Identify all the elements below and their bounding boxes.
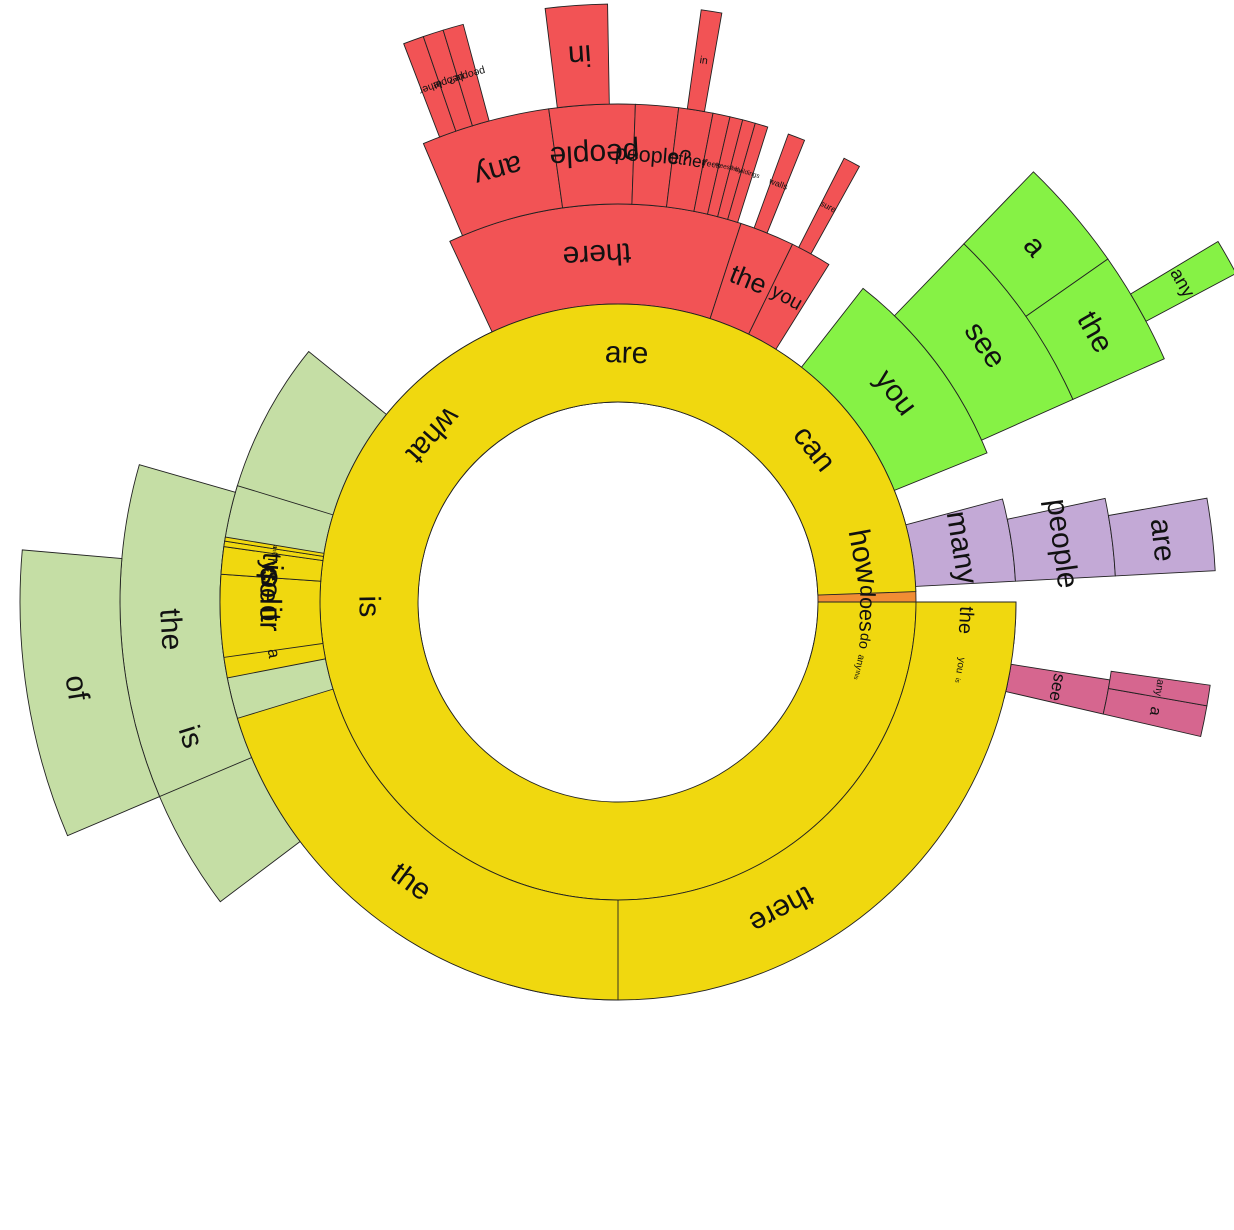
- sunburst-segment-is[interactable]: [319, 303, 917, 901]
- sunburst-label: he: [264, 557, 280, 573]
- sunburst-segment-any[interactable]: [1107, 670, 1211, 707]
- sunburst-segment-in[interactable]: [686, 9, 723, 113]
- sunburst-label: only: [729, 165, 743, 175]
- sunburst-label: it: [253, 606, 287, 623]
- sunburst-label: are: [604, 336, 648, 370]
- sunburst-label: any: [1152, 678, 1167, 697]
- sunburst-segment-buildings[interactable]: [727, 122, 769, 223]
- sunburst-label: is: [953, 677, 961, 684]
- sunburst-label: type: [254, 552, 287, 604]
- sunburst-label: this: [852, 669, 860, 680]
- sunburst-label: a: [271, 545, 278, 550]
- sunburst-segment-of[interactable]: [19, 549, 161, 837]
- sunburst-label: you: [953, 656, 967, 674]
- sunburst-label: is: [254, 563, 289, 587]
- sunburst-label: the: [954, 606, 977, 635]
- sunburst-label: do: [855, 632, 873, 650]
- sunburst-label: trees?: [715, 161, 735, 172]
- sunburst-label: this: [270, 546, 277, 556]
- sunburst-arcs: [19, 3, 1234, 1001]
- sunburst-label: a: [1146, 705, 1164, 717]
- sunburst-label: any: [852, 653, 866, 671]
- sunburst-label: in: [699, 54, 709, 67]
- sunburst-segment-the[interactable]: [1025, 258, 1165, 401]
- sunburst-segment-a[interactable]: [1102, 687, 1208, 738]
- sunburst-label: there: [562, 236, 632, 273]
- sunburst-label: a: [264, 647, 284, 660]
- sunburst-label: does: [854, 585, 879, 632]
- sunburst-segment-sure[interactable]: [798, 157, 861, 255]
- sunburst-segment-walls[interactable]: [753, 133, 806, 234]
- sunburst-segment-the[interactable]: [236, 688, 619, 1001]
- sunburst-label: are: [1144, 517, 1182, 564]
- sunburst-segment-in[interactable]: [544, 3, 610, 109]
- sunburst-label: in: [567, 38, 593, 73]
- sunburst-segment-a[interactable]: [224, 536, 325, 557]
- sunburst-label: color: [253, 566, 287, 631]
- sunburst-label: of: [58, 673, 95, 704]
- sunburst-segment-people[interactable]: [442, 23, 490, 127]
- sunburst-label: the: [153, 608, 188, 652]
- sunburst-segment-are[interactable]: [1107, 497, 1216, 577]
- sunburst-label: people: [549, 136, 641, 174]
- sunburst-label: people?: [614, 140, 692, 170]
- sunburst-label: trees: [701, 157, 722, 171]
- sunburst-label: is: [352, 595, 385, 617]
- sunburst-segment-any[interactable]: [1129, 240, 1234, 322]
